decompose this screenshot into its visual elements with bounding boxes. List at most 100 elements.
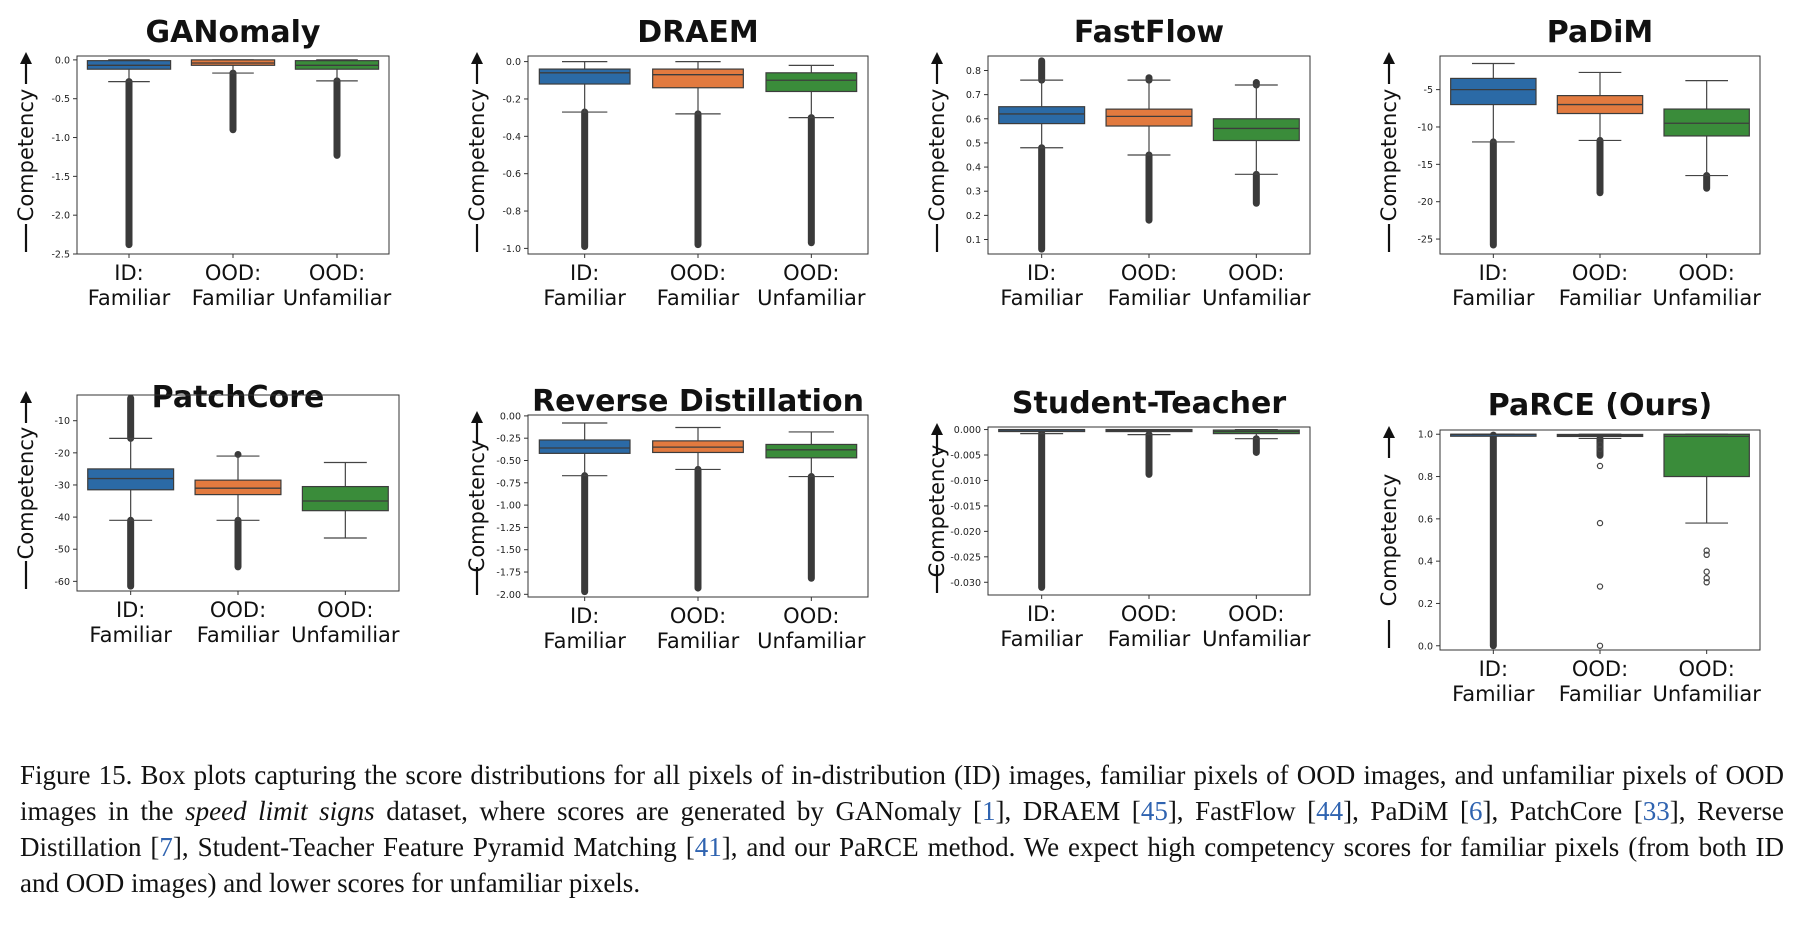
y-tick-label: -30 (54, 480, 70, 491)
box-1: OOD:Familiar (652, 61, 744, 310)
iqr-box (194, 479, 282, 496)
x-tick-label: Familiar (1108, 627, 1191, 651)
x-tick-label: ID: (1027, 602, 1056, 626)
y-tick-label: -20 (1417, 197, 1433, 208)
x-tick-label: Unfamiliar (757, 286, 866, 310)
x-tick-label: Familiar (657, 286, 740, 310)
figure-box-plots: GANomaly 0.0 -0.5 -1.0 -1.5 -2.0 -2.5 Competenc… (14, 15, 1761, 706)
box-2: OOD:Unfamiliar (1202, 79, 1311, 310)
y-tick-label: 0.8 (966, 66, 981, 77)
y-tick-label: -2.5 (51, 250, 70, 261)
outlier-point (1703, 547, 1710, 554)
x-tick-label: OOD: (1121, 261, 1177, 285)
x-tick-label: OOD: (1228, 602, 1284, 626)
x-tick-label: ID: (116, 598, 145, 622)
y-axis-label: Competency (465, 440, 489, 573)
y-tick-label: 1.0 (1418, 430, 1433, 441)
panel-title: FastFlow (1074, 15, 1224, 50)
y-tick-label: -0.005 (950, 451, 981, 462)
y-tick-label: 0.0 (55, 55, 70, 66)
x-tick-label: Familiar (1452, 682, 1535, 706)
y-axis-arrow-head (1383, 426, 1395, 438)
y-tick-label: 0.8 (1418, 472, 1433, 483)
y-axis-label: Competency (925, 445, 949, 578)
iqr-box (765, 72, 858, 93)
panel-patchcore: PatchCore -10 -20 -30 -40 -50 -60 Competency ID:… (14, 380, 400, 647)
y-tick-label: -1.0 (502, 244, 521, 255)
box-0: ID:Familiar (998, 428, 1086, 651)
y-tick-label: -1.0 (51, 133, 70, 144)
y-tick-label: -25 (1417, 235, 1433, 246)
x-tick-label: OOD: (783, 261, 839, 285)
box-2: OOD:Unfamiliar (1202, 428, 1311, 651)
outlier-point (1596, 445, 1604, 453)
panel-draem: DRAEM 0.0 -0.2 -0.4 -0.6 -0.8 -1.0 Competency ID… (465, 15, 869, 310)
x-tick-label: OOD: (1572, 261, 1628, 285)
caption-text: ], PaDiM [ (1343, 796, 1469, 826)
citation-link[interactable]: 45 (1140, 796, 1168, 826)
citation-link[interactable]: 41 (694, 832, 722, 862)
x-tick-label: Familiar (543, 629, 626, 653)
citation-link[interactable]: 33 (1642, 796, 1670, 826)
y-tick-label: -0.010 (950, 476, 981, 487)
y-axis-label: Competency (14, 427, 38, 560)
outlier-point (1703, 579, 1710, 586)
x-tick-label: ID: (114, 261, 143, 285)
box-1: OOD:Familiar (652, 426, 744, 653)
outlier-point (1596, 642, 1604, 649)
y-tick-label: 0.0 (1418, 641, 1433, 652)
y-tick-label: 0.1 (966, 235, 981, 246)
y-tick-label: -15 (1417, 160, 1433, 171)
x-tick-label: Familiar (1108, 286, 1191, 310)
y-tick-label: -5 (1424, 85, 1433, 96)
citation-link[interactable]: 6 (1468, 796, 1483, 826)
x-tick-label: OOD: (670, 604, 726, 628)
y-tick-label: 0.3 (966, 187, 981, 198)
box-0: ID:Familiar (998, 57, 1086, 310)
y-axis-arrow-head (20, 52, 32, 64)
citation-link[interactable]: 7 (159, 832, 173, 862)
y-tick-label: 0.2 (966, 211, 981, 222)
y-tick-label: -0.50 (496, 456, 521, 467)
citation-link[interactable]: 1 (981, 796, 996, 826)
x-tick-label: OOD: (309, 261, 365, 285)
panel-title: Reverse Distillation (532, 384, 864, 419)
box-0: ID:Familiar (87, 394, 175, 647)
iqr-box (1663, 433, 1750, 478)
box-0: ID:Familiar (538, 422, 631, 653)
y-tick-label: -1.25 (496, 523, 521, 534)
x-tick-label: Familiar (1000, 627, 1083, 651)
panel-ganomaly: GANomaly 0.0 -0.5 -1.0 -1.5 -2.0 -2.5 Competenc… (14, 15, 392, 310)
panel-parce-ours: PaRCE (Ours) 1.0 0.8 0.6 0.4 0.2 0.0 Competency… (1377, 388, 1761, 706)
box-1: OOD:Familiar (1105, 74, 1193, 310)
iqr-box (538, 68, 631, 85)
x-tick-label: Unfamiliar (1202, 627, 1311, 651)
box-2: OOD:Unfamiliar (283, 59, 392, 310)
panel-title: PatchCore (152, 380, 325, 415)
y-tick-label: 0.2 (1418, 599, 1433, 610)
iqr-box (301, 485, 389, 512)
iqr-box (1450, 77, 1537, 106)
x-tick-label: Familiar (543, 286, 626, 310)
x-tick-label: Unfamiliar (1202, 286, 1311, 310)
x-tick-label: OOD: (1228, 261, 1284, 285)
y-tick-label: -1.50 (496, 545, 521, 556)
y-tick-label: 0.00 (500, 411, 521, 422)
x-tick-label: Unfamiliar (1652, 682, 1761, 706)
x-tick-label: OOD: (210, 598, 266, 622)
y-tick-label: -60 (54, 577, 70, 588)
x-tick-label: OOD: (1121, 602, 1177, 626)
x-tick-label: OOD: (1572, 657, 1628, 681)
x-tick-label: OOD: (205, 261, 261, 285)
caption-text: ], DRAEM [ (995, 796, 1141, 826)
iqr-box (538, 439, 631, 454)
citation-link[interactable]: 44 (1316, 796, 1344, 826)
panel-student-teacher: Student-Teacher 0.000 -0.005 -0.010 -0.015 -0… (925, 386, 1311, 651)
x-tick-label: ID: (570, 604, 599, 628)
y-tick-label: 0.7 (966, 90, 981, 101)
caption-text: ], FastFlow [ (1167, 796, 1317, 826)
y-tick-label: -2.00 (496, 590, 521, 601)
y-axis-label: Competency (465, 89, 489, 222)
iqr-box (652, 68, 744, 89)
y-tick-label: -50 (54, 545, 70, 556)
